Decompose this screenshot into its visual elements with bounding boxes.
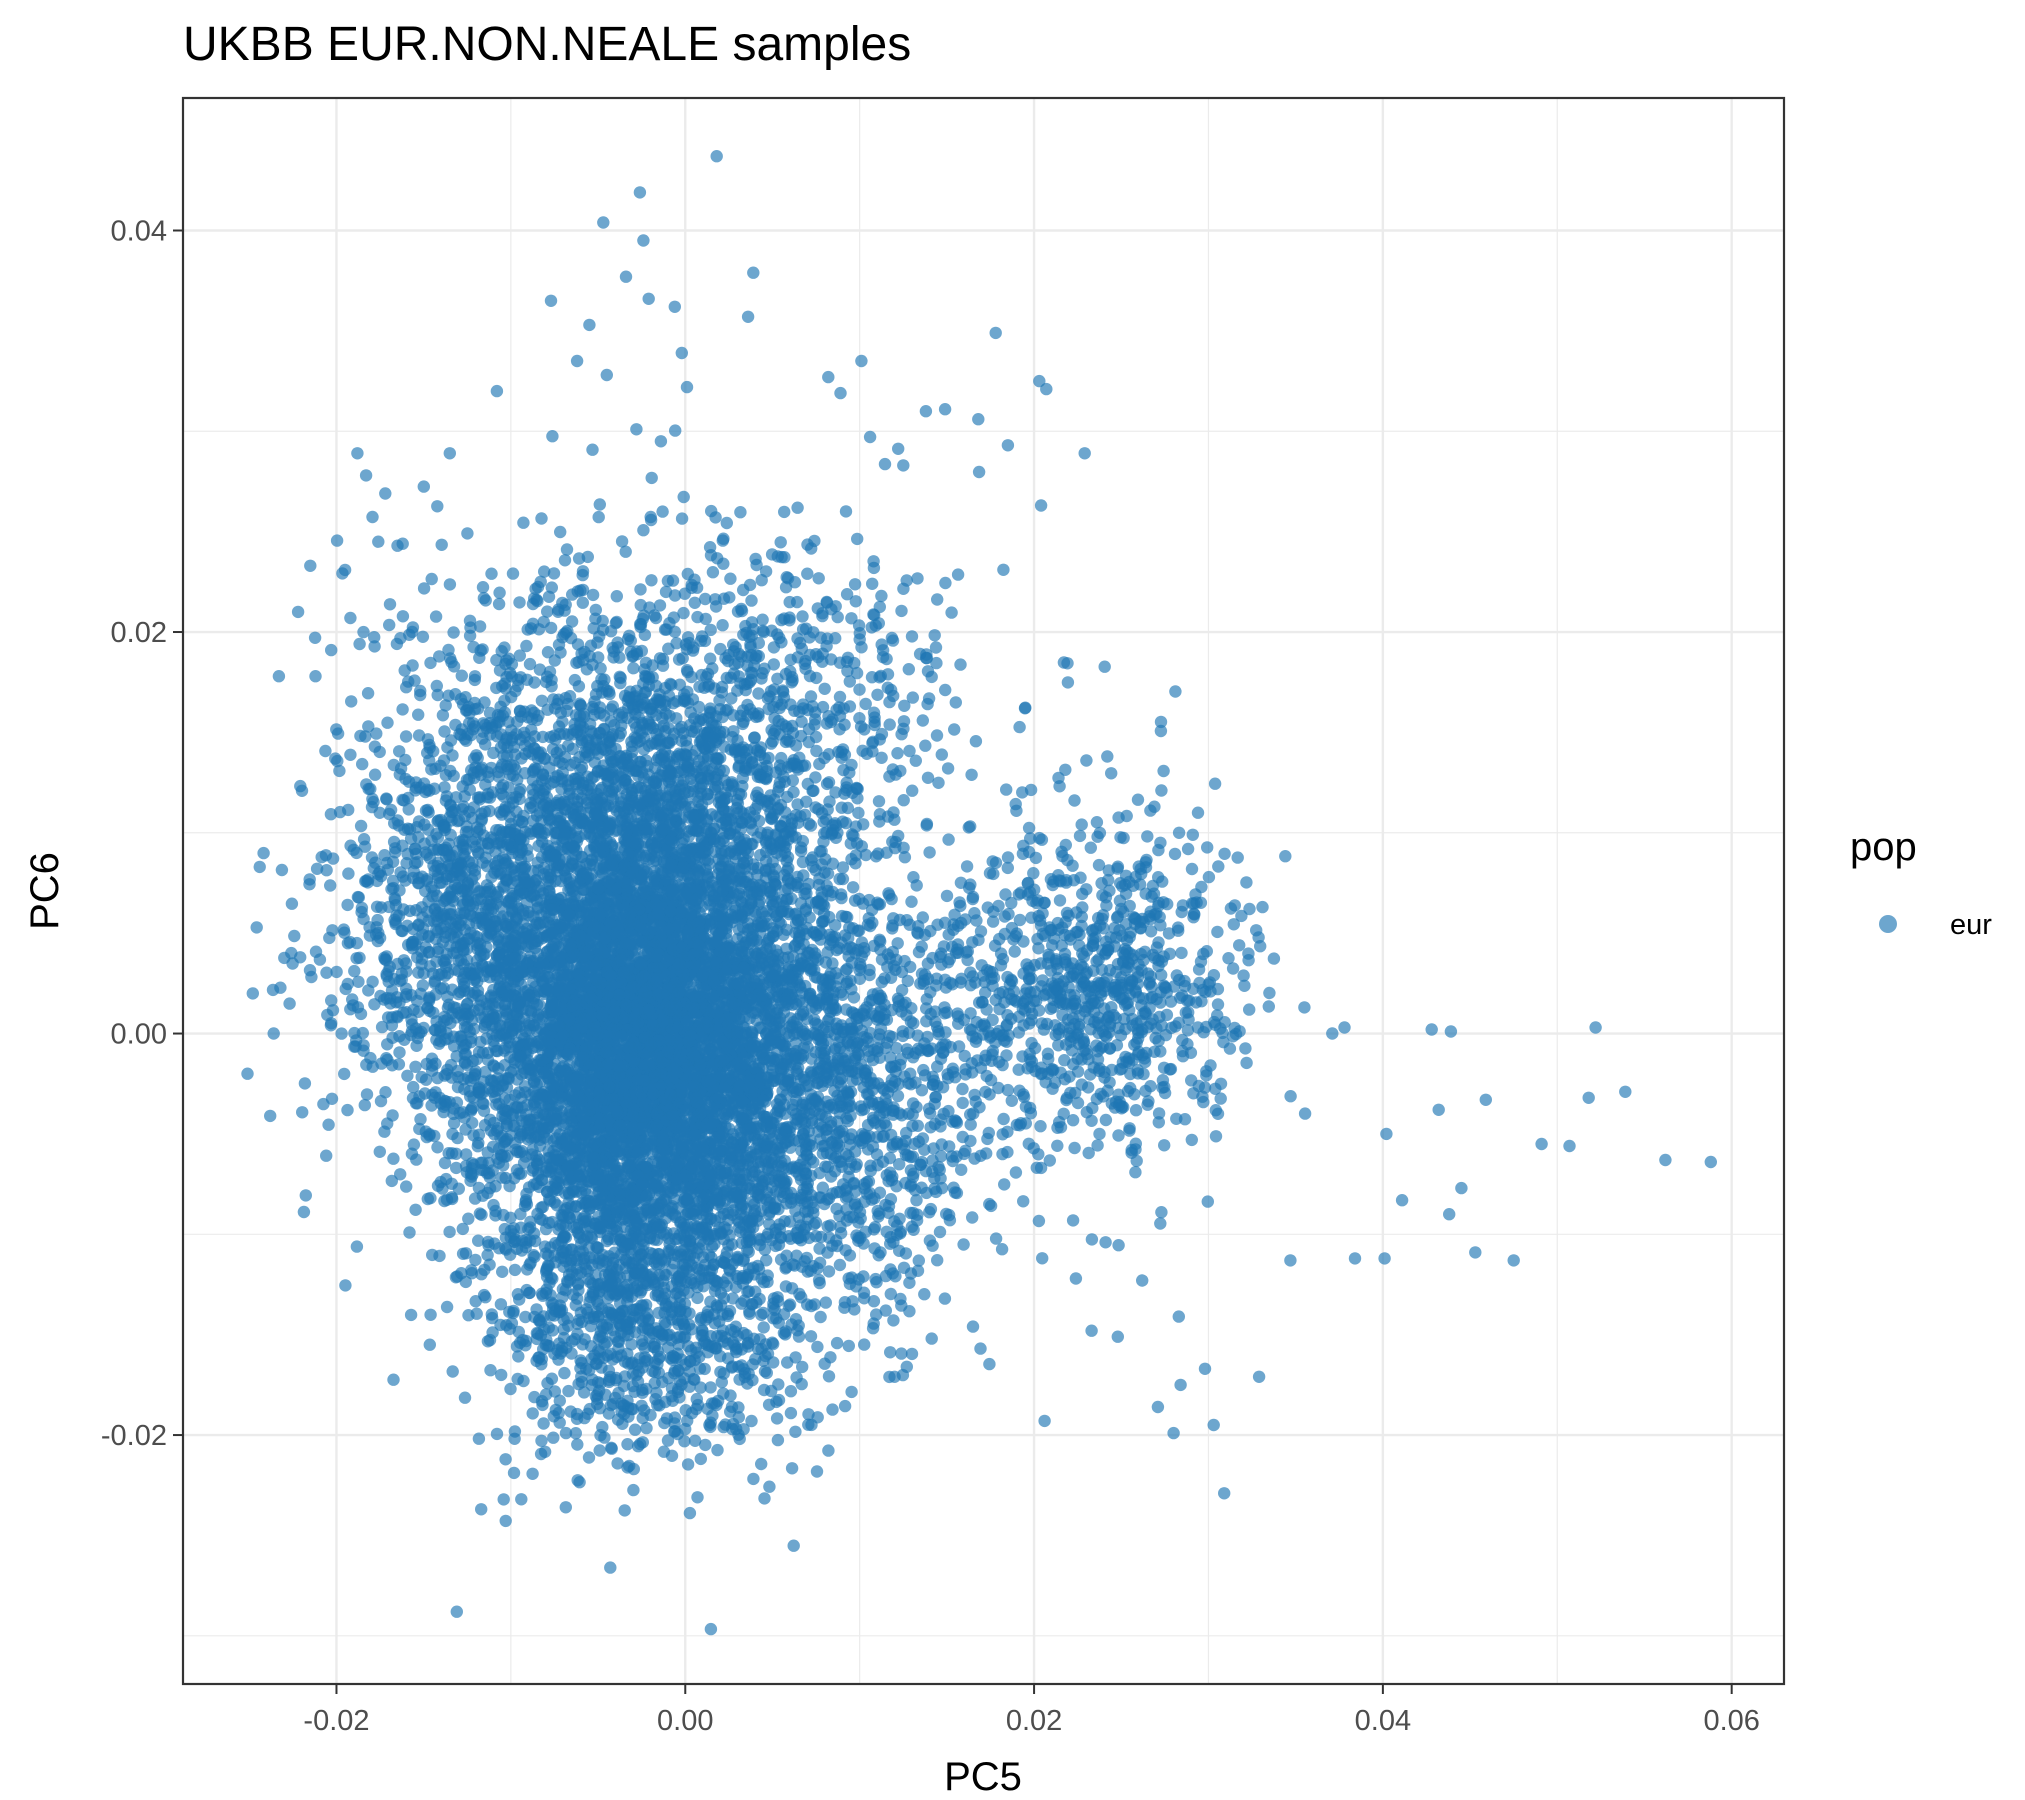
- data-point: [462, 1309, 475, 1322]
- data-point: [455, 1267, 468, 1280]
- data-point: [822, 1444, 835, 1457]
- data-point: [520, 639, 533, 653]
- data-point: [508, 1263, 522, 1277]
- data-point: [494, 1298, 508, 1311]
- data-point: [822, 1265, 836, 1278]
- data-point: [403, 1226, 416, 1239]
- data-point: [475, 1208, 488, 1222]
- data-point: [933, 1225, 947, 1239]
- data-point: [452, 1182, 465, 1195]
- data-point: [423, 1338, 436, 1351]
- data-point: [704, 1622, 718, 1636]
- data-point: [404, 1308, 418, 1322]
- data-point: [472, 1432, 486, 1445]
- data-point: [760, 1254, 773, 1267]
- data-point: [496, 1265, 509, 1279]
- data-point: [846, 881, 860, 894]
- data-point: [387, 1152, 400, 1165]
- data-point: [472, 1234, 485, 1247]
- data-point: [789, 1425, 802, 1439]
- data-point: [490, 1427, 504, 1441]
- data-point: [339, 1279, 352, 1292]
- data-points: [241, 150, 1718, 1636]
- data-point: [482, 1239, 495, 1252]
- data-point: [507, 1466, 521, 1480]
- chart-title: UKBB EUR.NON.NEALE samples: [183, 18, 911, 71]
- data-point: [893, 1158, 906, 1171]
- data-point: [562, 1384, 575, 1398]
- data-point: [938, 1292, 952, 1305]
- data-point: [757, 1321, 770, 1334]
- data-point: [443, 1225, 456, 1239]
- data-point: [456, 1247, 470, 1261]
- data-point: [541, 605, 554, 618]
- data-point: [446, 1365, 459, 1378]
